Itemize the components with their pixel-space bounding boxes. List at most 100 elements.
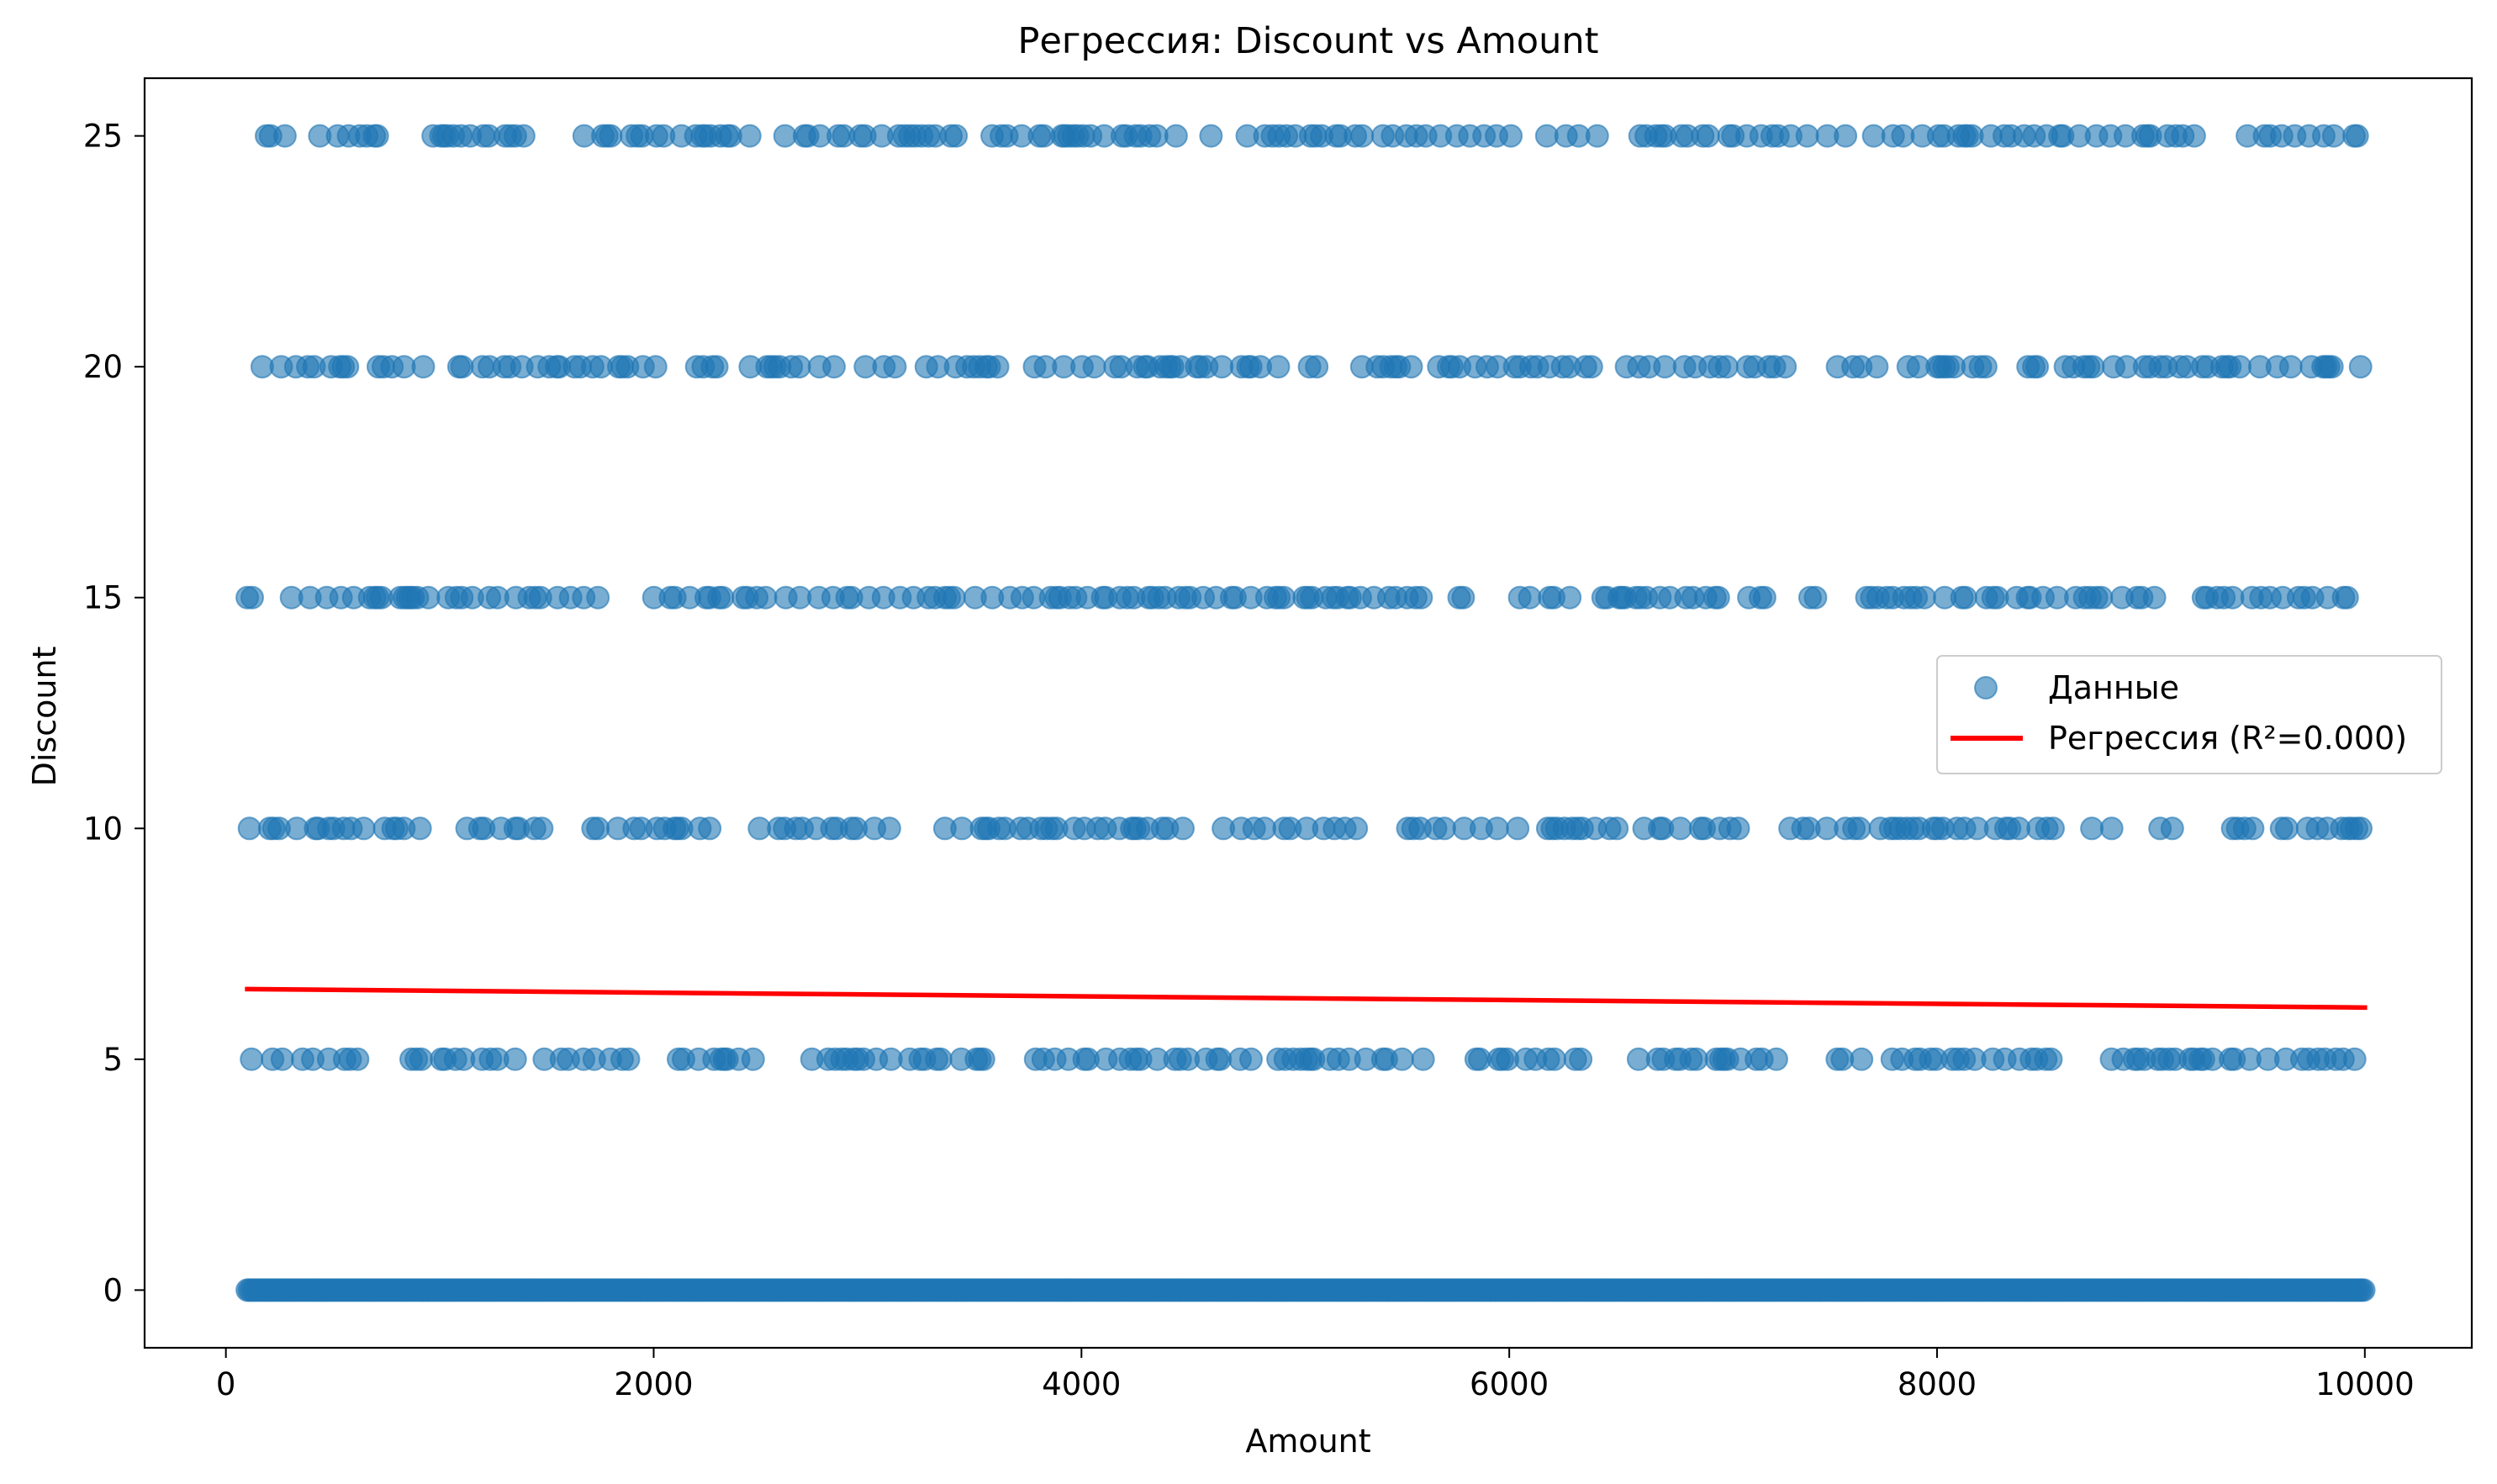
data-point: [1199, 124, 1223, 148]
data-point: [1208, 1047, 1233, 1071]
legend: Данные Регрессия (R²=0.000): [1936, 655, 2442, 774]
legend-label-regression: Регрессия (R²=0.000): [2048, 720, 2407, 757]
data-point: [2274, 816, 2299, 841]
data-point: [1834, 124, 1858, 148]
data-point: [599, 124, 623, 148]
data-point: [2352, 1278, 2376, 1302]
data-point: [2142, 585, 2167, 610]
data-point: [240, 585, 264, 610]
y-tick-label: 20: [83, 349, 123, 385]
data-point: [1543, 1047, 1566, 1071]
data-point: [365, 124, 389, 148]
data-point: [971, 1047, 995, 1071]
data-point: [1506, 816, 1530, 841]
data-point: [1272, 585, 1296, 610]
data-point: [1653, 355, 1677, 379]
data-point: [2349, 816, 2373, 841]
data-point: [408, 816, 432, 841]
data-point: [737, 124, 762, 148]
y-tick-label: 25: [83, 119, 123, 155]
data-point: [1847, 816, 1871, 841]
data-point: [1390, 1047, 1414, 1071]
data-point: [1399, 355, 1423, 379]
data-point: [1171, 816, 1195, 841]
data-point: [1973, 355, 1998, 379]
data-point: [2080, 816, 2104, 841]
data-point: [411, 355, 436, 379]
data-point: [1409, 585, 1433, 610]
data-point: [705, 355, 729, 379]
plot-area: 0 2000 4000 6000 8000 10000 0 5 10 15 20 25: [83, 77, 2473, 1402]
data-point: [272, 124, 297, 148]
y-tick-label: 0: [103, 1272, 123, 1308]
data-point: [787, 355, 811, 379]
data-point: [698, 816, 722, 841]
data-point: [1714, 355, 1739, 379]
data-point: [1569, 1047, 1593, 1071]
data-point: [1451, 585, 1476, 610]
data-point: [1411, 1047, 1435, 1071]
y-tick-label: 15: [83, 580, 123, 616]
data-point: [416, 585, 441, 610]
legend-marker-data: [1974, 676, 1998, 700]
data-point: [2348, 355, 2373, 379]
data-point: [1350, 124, 1375, 148]
data-point: [1865, 355, 1889, 379]
data-point: [240, 1047, 264, 1071]
data-point: [1668, 816, 1692, 841]
data-point: [643, 355, 668, 379]
data-point: [1433, 816, 1456, 841]
data-point: [950, 816, 974, 841]
data-point: [2220, 585, 2245, 610]
y-axis-label: Discount: [26, 647, 63, 787]
data-point: [2041, 816, 2065, 841]
data-point: [2228, 355, 2252, 379]
data-point: [1305, 355, 1329, 379]
data-point: [1082, 355, 1106, 379]
data-point: [773, 124, 797, 148]
data-point: [985, 355, 1010, 379]
data-point: [2320, 355, 2344, 379]
legend-box: [1936, 655, 2442, 774]
data-point: [942, 585, 966, 610]
data-point: [586, 585, 610, 610]
data-point: [1253, 816, 1277, 841]
data-point: [1726, 816, 1750, 841]
data-point: [2160, 816, 2184, 841]
data-point: [346, 1047, 370, 1071]
data-point: [1803, 585, 1828, 610]
data-point: [1518, 585, 1542, 610]
data-point: [511, 124, 536, 148]
data-point: [1605, 816, 1629, 841]
data-point: [2182, 124, 2206, 148]
data-point: [1684, 1047, 1708, 1071]
data-point: [1164, 124, 1188, 148]
data-point: [822, 355, 846, 379]
data-point: [1912, 585, 1936, 610]
data-point: [616, 1047, 641, 1071]
data-point: [753, 585, 778, 610]
data-point: [883, 355, 907, 379]
data-point: [2241, 816, 2265, 841]
data-point: [944, 124, 969, 148]
data-point: [2278, 355, 2303, 379]
x-tick-label: 10000: [2315, 1366, 2415, 1402]
data-point: [335, 355, 360, 379]
data-point: [2342, 1047, 2367, 1071]
data-point: [1344, 816, 1369, 841]
legend-label-data: Данные: [2048, 669, 2179, 706]
data-point: [1752, 585, 1776, 610]
y-tick-label: 5: [103, 1042, 123, 1078]
data-point: [2039, 1047, 2063, 1071]
data-point: [1795, 124, 1819, 148]
data-point: [530, 816, 554, 841]
data-point: [1266, 355, 1291, 379]
x-tick-label: 8000: [1898, 1366, 1977, 1402]
data-point: [1764, 1047, 1788, 1071]
chart-title: Регрессия: Discount vs Amount: [1018, 20, 1599, 62]
data-point: [2099, 816, 2124, 841]
data-point: [1953, 585, 1977, 610]
data-point: [1696, 124, 1720, 148]
x-axis-label: Amount: [1245, 1423, 1370, 1460]
